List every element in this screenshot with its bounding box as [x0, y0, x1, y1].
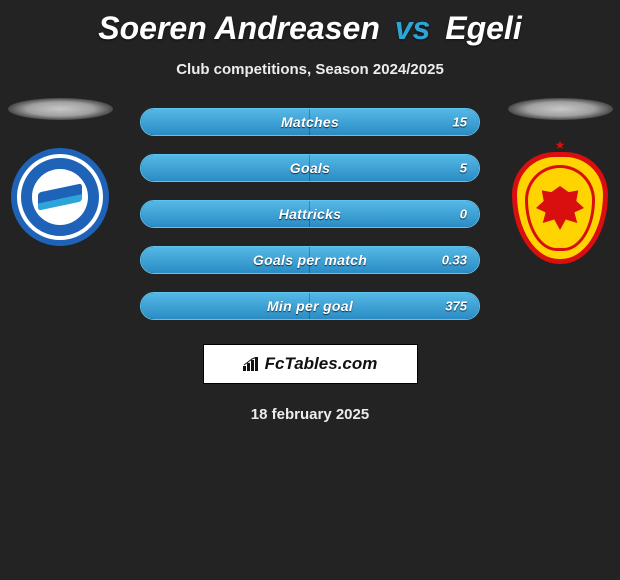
stat-row: 0 Hattricks [140, 200, 480, 228]
player1-avatar-shadow [8, 98, 113, 120]
stat-value-right: 0 [460, 207, 467, 222]
player1-club-logo [11, 148, 109, 246]
stat-value-right: 375 [445, 299, 467, 314]
star-icon: ★ [555, 138, 566, 152]
stat-row: 5 Goals [140, 154, 480, 182]
title-vs: vs [395, 10, 431, 46]
stat-row: 15 Matches [140, 108, 480, 136]
compare-area: ★ 15 Matches 5 Goals 0 Hattricks 0.33 Goals per… [0, 108, 620, 320]
date-line: 18 february 2025 [0, 406, 620, 423]
bar-chart-icon [243, 357, 261, 371]
player2-club-logo: ★ [510, 148, 610, 268]
stat-value-right: 5 [460, 161, 467, 176]
stat-label: Min per goal [267, 298, 353, 314]
stat-fill-left [141, 155, 310, 181]
stat-label: Goals per match [253, 252, 367, 268]
stat-fill-right [310, 155, 479, 181]
player1-column [0, 98, 120, 246]
subtitle: Club competitions, Season 2024/2025 [0, 61, 620, 78]
stat-row: 0.33 Goals per match [140, 246, 480, 274]
page-title: Soeren Andreasen vs Egeli [0, 0, 620, 47]
brand-link[interactable]: FcTables.com [203, 344, 418, 384]
brand-text: FcTables.com [265, 354, 378, 374]
player2-column: ★ [500, 98, 620, 268]
stat-label: Goals [290, 160, 330, 176]
player2-avatar-shadow [508, 98, 613, 120]
club-logo-wave-icon [38, 183, 82, 210]
stat-row: 375 Min per goal [140, 292, 480, 320]
title-player2: Egeli [445, 10, 521, 46]
stat-rows: 15 Matches 5 Goals 0 Hattricks 0.33 Goals per m… [140, 108, 480, 320]
title-player1: Soeren Andreasen [98, 10, 380, 46]
stat-value-right: 0.33 [442, 253, 467, 268]
stat-label: Hattricks [279, 206, 342, 222]
stat-label: Matches [281, 114, 339, 130]
stat-value-right: 15 [453, 115, 467, 130]
club-logo-inner [32, 169, 88, 225]
club-logo-shield [512, 152, 608, 264]
